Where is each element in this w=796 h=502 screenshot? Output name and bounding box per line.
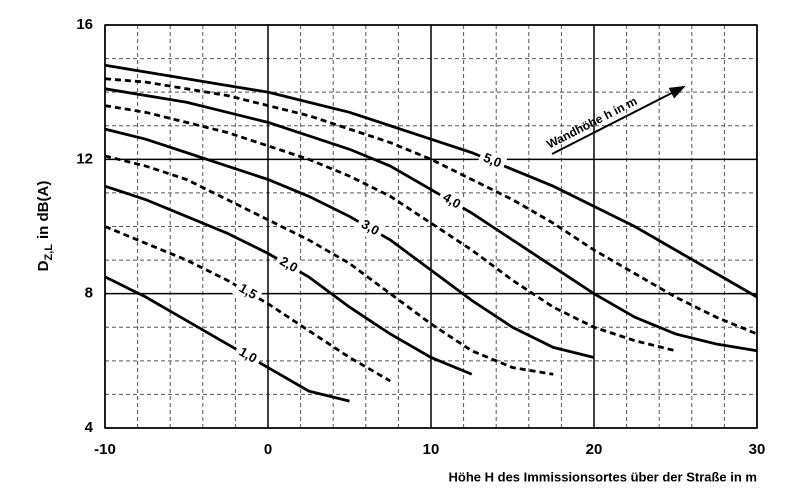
x-tick-label: 0 bbox=[264, 441, 272, 458]
y-label-rest: in dB(A) bbox=[35, 181, 52, 239]
curve-label-group: 4,0 bbox=[435, 187, 468, 216]
annotation: Wandhöhe h in m bbox=[544, 85, 686, 155]
annotation-text: Wandhöhe h in m bbox=[544, 94, 639, 152]
x-tick-label: 20 bbox=[586, 441, 603, 458]
x-tick-label: 10 bbox=[423, 441, 440, 458]
curve-label: 5,0 bbox=[481, 150, 503, 171]
curve bbox=[104, 87, 758, 353]
curve-label-group: 3,0 bbox=[354, 213, 386, 243]
curve bbox=[104, 154, 554, 376]
curve-label-group: 5,0 bbox=[476, 147, 508, 175]
y-tick-label: 4 bbox=[85, 419, 94, 436]
curve-label-bg bbox=[231, 341, 264, 371]
curve-label-group: 1,5 bbox=[231, 277, 264, 307]
x-tick-label: -10 bbox=[94, 441, 116, 458]
curve bbox=[104, 275, 350, 403]
curve-label-bg bbox=[354, 213, 386, 243]
curve bbox=[104, 104, 676, 353]
y-tick-label: 8 bbox=[85, 285, 93, 302]
y-axis-label: DZ,L in dB(A) bbox=[35, 181, 55, 272]
curve-label-bg bbox=[435, 187, 468, 216]
curve-label-bg bbox=[272, 250, 305, 280]
x-axis-label: Höhe H des Immissionsortes über der Stra… bbox=[449, 469, 757, 484]
y-tick-label: 16 bbox=[76, 16, 93, 33]
y-tick-label: 12 bbox=[76, 150, 93, 167]
curve-label-bg bbox=[231, 277, 264, 307]
y-label-main: D bbox=[35, 260, 52, 271]
y-label-sub: Z,L bbox=[43, 244, 55, 261]
annotation-arrowhead bbox=[668, 85, 686, 99]
curve-label-bg bbox=[476, 147, 508, 175]
curve bbox=[104, 127, 595, 359]
curve bbox=[104, 63, 758, 299]
curve-label-group: 2,0 bbox=[272, 250, 305, 280]
annotation-arrow bbox=[551, 90, 676, 155]
x-tick-label: 30 bbox=[749, 441, 766, 458]
curve bbox=[104, 225, 391, 383]
curve-label-group: 1,0 bbox=[231, 341, 264, 371]
